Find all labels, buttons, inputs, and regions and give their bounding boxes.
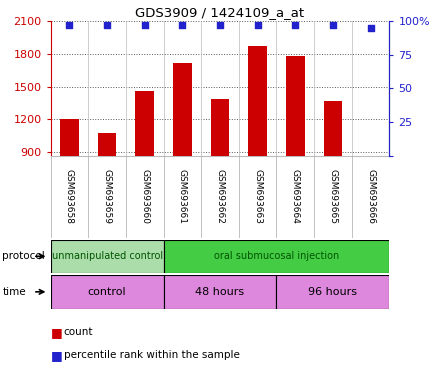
Text: GSM693661: GSM693661 [178,169,187,224]
Bar [51,275,164,309]
Text: GSM693658: GSM693658 [65,169,74,224]
Point [216,22,224,28]
Point [330,22,337,28]
Text: GSM693663: GSM693663 [253,169,262,224]
Bar [211,99,229,156]
Point [254,22,261,28]
Bar [276,275,389,309]
Text: protocol: protocol [2,251,45,262]
Text: count: count [64,327,93,337]
Point [292,22,299,28]
Text: control: control [88,287,126,297]
Text: GSM693665: GSM693665 [328,169,337,224]
Point [103,22,110,28]
Text: GSM693659: GSM693659 [103,169,112,224]
Bar [248,46,267,156]
Text: time: time [2,287,26,297]
Point [141,22,148,28]
Bar [323,101,342,156]
Point [367,25,374,31]
Bar [164,275,276,309]
Text: GSM693660: GSM693660 [140,169,149,224]
Text: GSM693664: GSM693664 [291,169,300,224]
Text: GSM693662: GSM693662 [216,169,224,224]
Text: 48 hours: 48 hours [195,287,245,297]
Title: GDS3909 / 1424109_a_at: GDS3909 / 1424109_a_at [136,5,304,18]
Text: unmanipulated control: unmanipulated control [51,251,163,262]
Bar [51,240,164,273]
Text: ■: ■ [51,326,62,339]
Bar [173,63,192,156]
Point [66,22,73,28]
Text: GSM693666: GSM693666 [366,169,375,224]
Text: percentile rank within the sample: percentile rank within the sample [64,350,240,360]
Point [179,22,186,28]
Bar [286,56,305,156]
Text: 96 hours: 96 hours [308,287,357,297]
Text: oral submucosal injection: oral submucosal injection [214,251,339,262]
Bar [60,119,79,156]
Bar [136,91,154,156]
Text: ■: ■ [51,349,62,362]
Bar [164,240,389,273]
Bar [98,132,117,156]
